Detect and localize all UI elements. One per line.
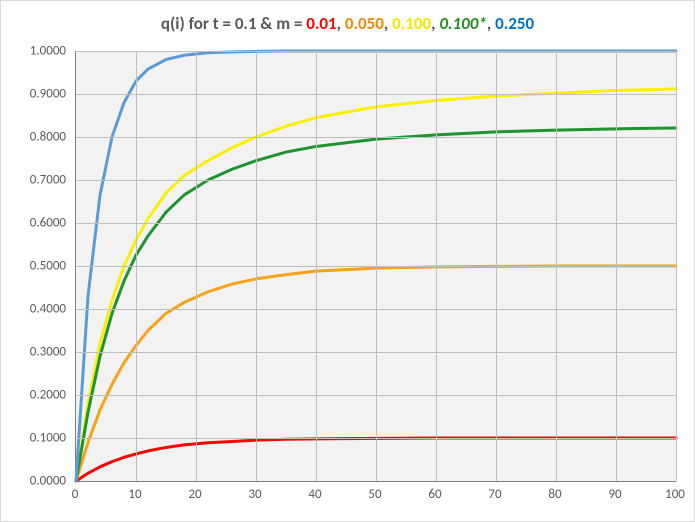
x-tick-label: 60	[428, 487, 441, 502]
gridline-vertical	[616, 51, 617, 481]
y-tick-label: 0.8000	[6, 130, 66, 145]
y-tick-label: 0.5000	[6, 259, 66, 274]
x-tick-label: 30	[248, 487, 261, 502]
gridline-vertical	[196, 51, 197, 481]
x-tick-label: 90	[608, 487, 621, 502]
gridline-vertical	[676, 51, 677, 481]
y-tick-label: 0.0000	[6, 474, 66, 489]
gridline-vertical	[316, 51, 317, 481]
gridline-vertical	[556, 51, 557, 481]
x-tick-label: 10	[128, 487, 141, 502]
gridline-vertical	[376, 51, 377, 481]
gridline-vertical	[436, 51, 437, 481]
y-tick-label: 0.6000	[6, 216, 66, 231]
y-tick-label: 0.4000	[6, 302, 66, 317]
x-tick-label: 50	[368, 487, 381, 502]
y-tick-label: 0.2000	[6, 388, 66, 403]
x-tick-label: 40	[308, 487, 321, 502]
x-tick-label: 100	[665, 487, 685, 502]
x-tick-label: 0	[72, 487, 79, 502]
plot-area	[75, 51, 676, 482]
x-tick-label: 80	[548, 487, 561, 502]
y-tick-label: 0.1000	[6, 431, 66, 446]
x-tick-label: 70	[488, 487, 501, 502]
y-tick-label: 0.9000	[6, 87, 66, 102]
y-tick-label: 1.0000	[6, 44, 66, 59]
x-tick-label: 20	[188, 487, 201, 502]
y-tick-label: 0.7000	[6, 173, 66, 188]
y-tick-label: 0.3000	[6, 345, 66, 360]
chart-container: q(i) for t = 0.1 & m = 0.01, 0.050, 0.10…	[0, 0, 695, 522]
gridline-vertical	[496, 51, 497, 481]
chart-title: q(i) for t = 0.1 & m = 0.01, 0.050, 0.10…	[1, 13, 694, 34]
gridline-vertical	[136, 51, 137, 481]
gridline-vertical	[256, 51, 257, 481]
